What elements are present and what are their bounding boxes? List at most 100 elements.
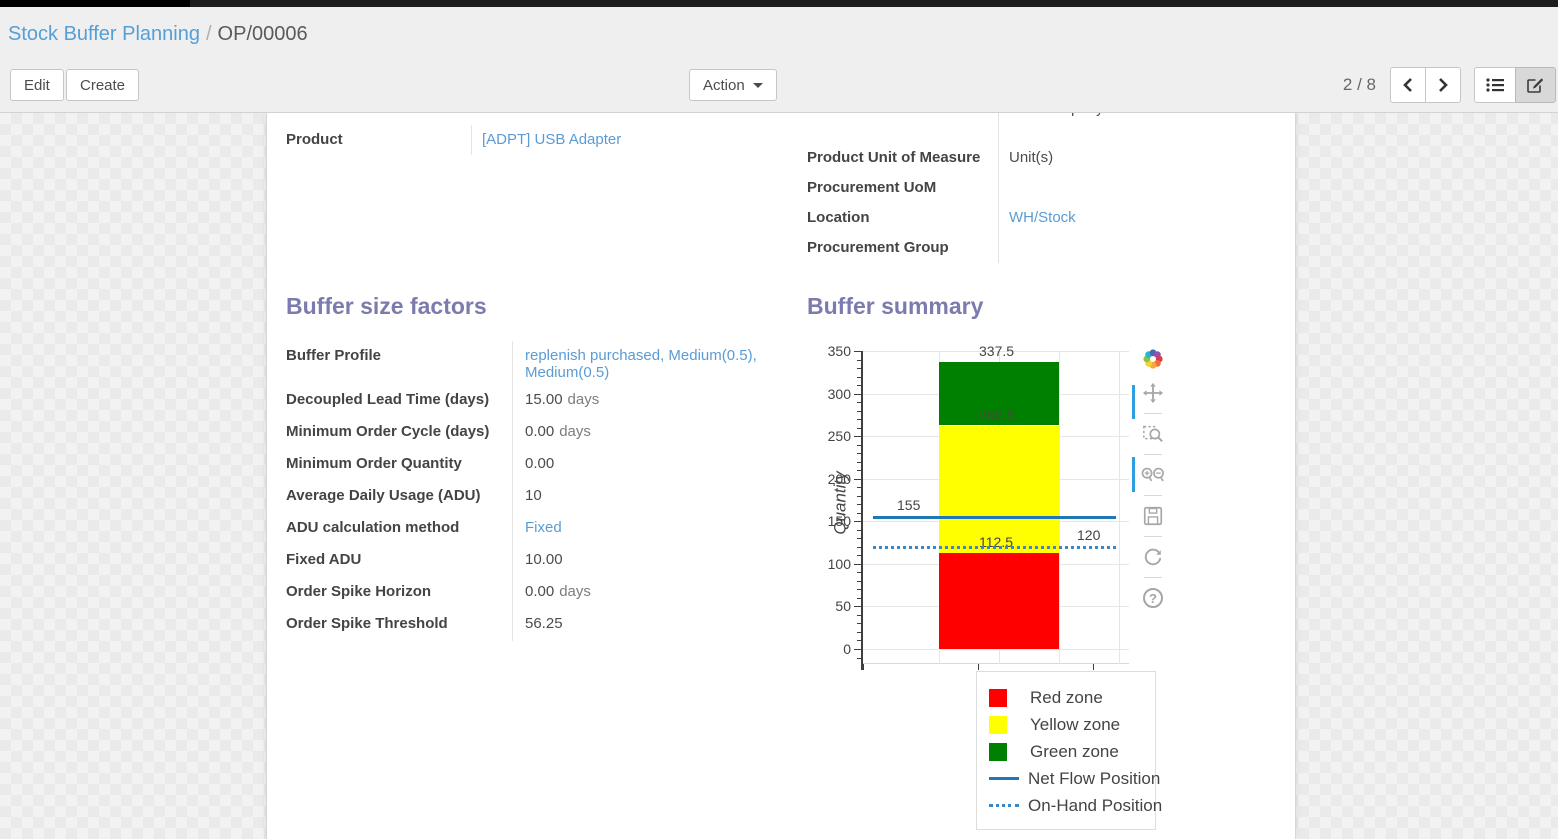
yellow-zone-bar bbox=[939, 425, 1059, 554]
y-axis-tick-label: 300 bbox=[827, 385, 851, 402]
buffer-summary-chart: 0 50 100 150 200 250 300 350 Quantity 112.5 337.5 2… bbox=[807, 335, 1295, 835]
field-label: Minimum Order Quantity bbox=[286, 455, 462, 472]
field-value-link[interactable]: replenish purchased, Medium(0.5), Medium… bbox=[525, 347, 757, 381]
legend-item[interactable]: Green zone bbox=[989, 738, 1145, 765]
field-label: Decoupled Lead Time (days) bbox=[286, 391, 490, 408]
y-axis-tick bbox=[857, 631, 861, 633]
top-menu-active-segment bbox=[0, 0, 190, 9]
save-icon[interactable] bbox=[1138, 502, 1168, 530]
field-row: Product [ADPT] USB Adapter bbox=[286, 125, 807, 155]
legend-symbol bbox=[989, 742, 1021, 761]
field-value: Fixed bbox=[512, 513, 807, 545]
field-value: 10 bbox=[512, 481, 807, 513]
x-axis-tick bbox=[863, 664, 864, 670]
field-row: Minimum Order Cycle (days) 0.00 days bbox=[286, 417, 807, 449]
field-unit-suffix: days bbox=[559, 423, 591, 440]
y-axis-tick bbox=[857, 487, 861, 489]
field-value bbox=[998, 173, 1269, 203]
control-panel: Stock Buffer Planning / OP/00006 Edit Crea… bbox=[0, 7, 1558, 113]
y-axis-tick bbox=[857, 546, 861, 548]
field-row: ADU calculation method Fixed bbox=[286, 513, 807, 545]
legend-item[interactable]: Red zone bbox=[989, 684, 1145, 711]
y-axis-tick bbox=[857, 419, 861, 421]
plotly-logo-icon[interactable] bbox=[1138, 345, 1168, 373]
legend-label: On-Hand Position bbox=[1028, 795, 1163, 815]
legend-item[interactable]: On-Hand Position bbox=[989, 792, 1162, 819]
field-value: YourCompany bbox=[998, 113, 1269, 143]
line-value-label: 155 bbox=[897, 497, 921, 514]
y-axis-tick bbox=[857, 614, 861, 616]
form-view-icon bbox=[1527, 78, 1544, 93]
field-value: Unit(s) bbox=[998, 143, 1269, 173]
modebar-separator bbox=[1144, 495, 1162, 496]
pan-icon[interactable] bbox=[1138, 379, 1168, 407]
field-value: 10.00 bbox=[512, 545, 807, 577]
box-zoom-icon[interactable] bbox=[1138, 420, 1168, 448]
y-axis-tick bbox=[857, 376, 861, 378]
breadcrumb-current: OP/00006 bbox=[217, 23, 308, 45]
field-row: Minimum Order Quantity 0.00 bbox=[286, 449, 807, 481]
chart-plot-area: 0 50 100 150 200 250 300 350 Quantity 112.5 337.5 2… bbox=[828, 343, 1129, 670]
list-view-button[interactable] bbox=[1474, 67, 1516, 103]
zone-top-value-label: 337.5 bbox=[979, 342, 1015, 359]
on-hand-dotted-symbol bbox=[989, 804, 1019, 807]
field-row: Location WH/Stock bbox=[807, 203, 1269, 233]
y-axis-tick bbox=[854, 478, 861, 480]
x-axis-tick bbox=[978, 664, 979, 670]
y-axis-tick bbox=[857, 555, 861, 557]
legend-symbol bbox=[989, 804, 1019, 807]
clipped-field-row: YourCompany bbox=[807, 113, 1269, 143]
y-axis-tick bbox=[857, 512, 861, 514]
x-axis-tick bbox=[1093, 664, 1094, 670]
field-value-text: 15.00 bbox=[525, 391, 563, 408]
y-axis-tick bbox=[857, 589, 861, 591]
legend-label: Red zone bbox=[1030, 687, 1103, 707]
field-value-link[interactable]: Fixed bbox=[525, 519, 562, 536]
breadcrumb-parent-link[interactable]: Stock Buffer Planning bbox=[8, 23, 200, 45]
field-value: 56.25 bbox=[512, 609, 807, 641]
field-value: 0.00 bbox=[512, 449, 807, 481]
net-flow-line-symbol bbox=[989, 777, 1019, 780]
field-value-link[interactable]: WH/Stock bbox=[1009, 209, 1076, 226]
create-button[interactable]: Create bbox=[66, 69, 140, 101]
field-value-link[interactable]: [ADPT] USB Adapter bbox=[482, 131, 622, 148]
action-dropdown-button[interactable]: Action bbox=[689, 69, 777, 101]
help-icon[interactable]: ? bbox=[1138, 584, 1168, 612]
y-axis-line bbox=[861, 351, 863, 670]
y-axis-tick bbox=[857, 461, 861, 463]
lower-section: Buffer size factors Buffer Profile replen… bbox=[267, 291, 1295, 835]
chart-legend: Red zone Yellow zone Green zone Net Flow Po… bbox=[976, 671, 1162, 830]
y-axis-tick bbox=[854, 563, 861, 565]
pager-next-button[interactable] bbox=[1425, 67, 1461, 103]
pager-previous-button[interactable] bbox=[1390, 67, 1426, 103]
form-view-button[interactable] bbox=[1515, 67, 1556, 103]
field-value-text: 0.00 bbox=[525, 583, 555, 600]
field-label: Location bbox=[807, 209, 870, 226]
y-axis-tick bbox=[857, 444, 861, 446]
field-label: ADU calculation method bbox=[286, 519, 460, 536]
pager-buttons bbox=[1390, 67, 1461, 103]
zoom-in-out-icon[interactable] bbox=[1138, 461, 1168, 489]
y-axis-tick bbox=[857, 427, 861, 429]
y-axis-tick bbox=[854, 521, 861, 523]
legend-item[interactable]: Net Flow Position bbox=[989, 765, 1160, 792]
y-axis-tick bbox=[857, 572, 861, 574]
list-view-icon bbox=[1486, 78, 1504, 92]
field-row: Buffer Profile replenish purchased, Mediu… bbox=[286, 341, 807, 385]
field-value: 0.00 days bbox=[512, 577, 807, 609]
field-value: [ADPT] USB Adapter bbox=[471, 125, 807, 155]
modebar-separator bbox=[1144, 454, 1162, 455]
red-zone-swatch bbox=[989, 688, 1007, 707]
breadcrumb-separator: / bbox=[205, 23, 212, 45]
field-value: replenish purchased, Medium(0.5), Medium… bbox=[512, 341, 807, 385]
y-axis-tick bbox=[857, 453, 861, 455]
field-label: Average Daily Usage (ADU) bbox=[286, 487, 481, 504]
gridline-horizontal bbox=[863, 649, 1129, 650]
y-axis-tick bbox=[857, 623, 861, 625]
edit-button[interactable]: Edit bbox=[10, 69, 64, 101]
reset-axes-icon[interactable] bbox=[1138, 543, 1168, 571]
y-axis-tick bbox=[857, 368, 861, 370]
y-axis-tick bbox=[857, 580, 861, 582]
gridline-vertical bbox=[1119, 351, 1120, 664]
legend-item[interactable]: Yellow zone bbox=[989, 711, 1145, 738]
